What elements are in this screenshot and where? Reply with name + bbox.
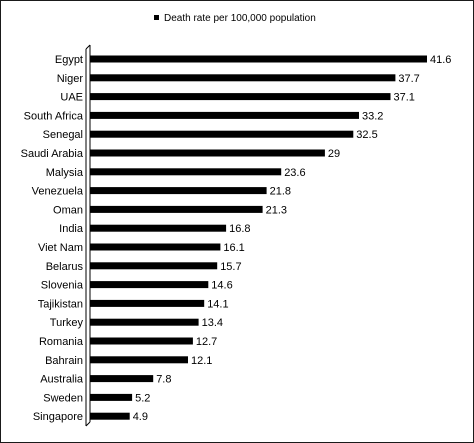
category-label-south-africa: South Africa (24, 110, 84, 122)
category-label-turkey: Turkey (50, 317, 84, 329)
category-label-uae: UAE (60, 92, 83, 104)
bar-singapore (90, 412, 130, 420)
value-label-india: 16.8 (229, 223, 250, 235)
value-label-australia: 7.8 (156, 374, 171, 386)
bar-tajikistan (90, 299, 205, 307)
y-axis-bottom-cap (85, 421, 91, 427)
bar-niger (90, 74, 396, 82)
value-label-viet-nam: 16.1 (223, 242, 244, 254)
bar-oman (90, 205, 263, 213)
value-label-saudi-arabia: 29 (328, 148, 340, 160)
category-label-niger: Niger (57, 73, 84, 85)
value-label-bahrain: 12.1 (191, 355, 212, 367)
category-label-slovenia: Slovenia (41, 280, 84, 292)
value-label-tajikistan: 14.1 (207, 298, 228, 310)
value-label-turkey: 13.4 (202, 317, 223, 329)
bar-uae (90, 93, 391, 101)
bar-egypt (90, 55, 427, 63)
legend-swatch (154, 15, 159, 20)
category-label-tajikistan: Tajikistan (38, 298, 83, 310)
value-label-south-africa: 33.2 (362, 110, 383, 122)
value-label-niger: 37.7 (398, 73, 419, 85)
category-label-singapore: Singapore (33, 411, 83, 423)
category-label-romania: Romania (39, 336, 84, 348)
category-label-sweden: Sweden (43, 392, 83, 404)
bar-turkey (90, 318, 199, 326)
bar-venezuela (90, 187, 267, 195)
bar-senegal (90, 130, 354, 138)
value-label-venezuela: 21.8 (270, 186, 291, 198)
bar-romania (90, 337, 193, 345)
value-label-senegal: 32.5 (356, 129, 377, 141)
y-axis-top-cap (85, 44, 91, 50)
bar-slovenia (90, 281, 209, 289)
category-label-india: India (59, 223, 84, 235)
value-label-slovenia: 14.6 (211, 280, 232, 292)
value-label-sweden: 5.2 (135, 392, 150, 404)
category-label-malysia: Malysia (46, 167, 84, 179)
category-label-australia: Australia (40, 374, 84, 386)
bar-bahrain (90, 356, 188, 364)
chart-legend: Death rate per 100,000 population (154, 13, 316, 24)
value-label-egypt: 41.6 (430, 54, 451, 66)
category-label-oman: Oman (53, 204, 83, 216)
category-label-egypt: Egypt (55, 54, 83, 66)
category-label-venezuela: Venezuela (32, 186, 84, 198)
bars-group: Egypt 41.6 Niger 37.7 UAE 37.1 South Africa 33.… (21, 54, 452, 423)
category-label-bahrain: Bahrain (45, 355, 83, 367)
category-label-belarus: Belarus (46, 261, 84, 273)
value-label-uae: 37.1 (394, 92, 415, 104)
category-label-viet-nam: Viet Nam (38, 242, 83, 254)
category-label-senegal: Senegal (43, 129, 83, 141)
bar-viet-nam (90, 243, 221, 251)
bar-sweden (90, 393, 133, 401)
value-label-belarus: 15.7 (220, 261, 241, 273)
bar-india (90, 224, 227, 232)
bar-australia (90, 375, 154, 383)
value-label-malysia: 23.6 (284, 167, 305, 179)
y-axis-group (85, 44, 91, 427)
category-label-saudi-arabia: Saudi Arabia (21, 148, 84, 160)
value-label-singapore: 4.9 (133, 411, 148, 423)
bar-belarus (90, 262, 218, 270)
legend-label: Death rate per 100,000 population (164, 13, 316, 24)
value-label-romania: 12.7 (196, 336, 217, 348)
bar-saudi-arabia (90, 149, 325, 157)
value-label-oman: 21.3 (266, 204, 287, 216)
bar-south-africa (90, 111, 359, 119)
bar-malysia (90, 168, 282, 176)
